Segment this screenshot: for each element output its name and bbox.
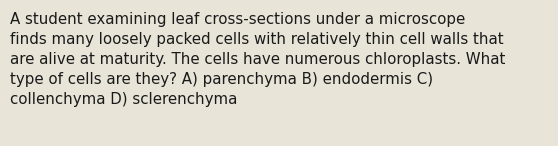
Text: A student examining leaf cross-sections under a microscope
finds many loosely pa: A student examining leaf cross-sections … bbox=[10, 12, 506, 107]
